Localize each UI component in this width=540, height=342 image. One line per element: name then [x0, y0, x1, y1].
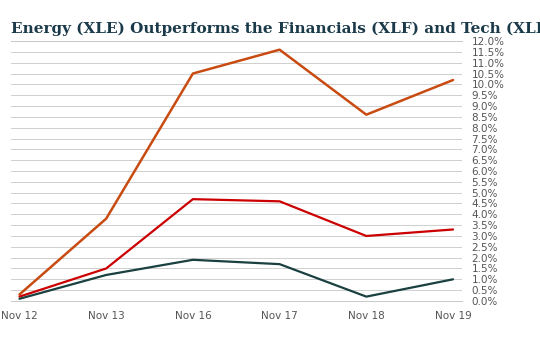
Text: Energy (XLE) Outperforms the Financials (XLF) and Tech (XLK): Energy (XLE) Outperforms the Financials …	[11, 21, 540, 36]
